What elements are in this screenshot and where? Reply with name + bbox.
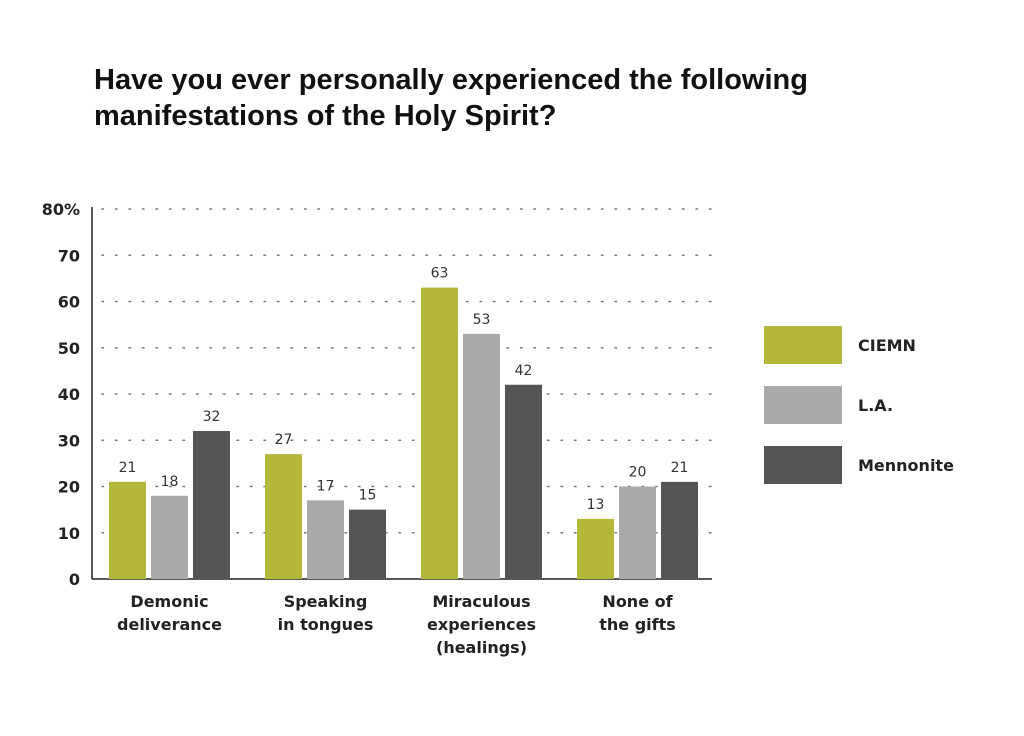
bar-value-label: 18 [161, 474, 179, 490]
bar [661, 481, 698, 579]
y-tick-label: 80% [42, 200, 80, 219]
legend-item-mennonite: Mennonite [764, 446, 964, 486]
bar-value-label: 21 [119, 460, 137, 476]
legend-item-ciemn: CIEMN [764, 326, 964, 366]
y-tick-label: 20 [58, 478, 80, 497]
y-tick-label: 50 [58, 339, 80, 358]
bar-value-label: 17 [317, 478, 335, 494]
bar [349, 509, 386, 579]
chart-title-line-1: Have you ever personally experienced the… [94, 64, 808, 96]
y-tick-label: 10 [58, 524, 80, 543]
chart-title-line-2: manifestations of the Holy Spirit? [94, 100, 557, 132]
bar-value-label: 32 [203, 409, 221, 425]
legend-label-ciemn: CIEMN [858, 336, 916, 355]
bar [193, 431, 230, 579]
x-category-label: (healings) [436, 638, 527, 657]
legend-label-la: L.A. [858, 396, 894, 415]
y-tick-label: 60 [58, 293, 80, 312]
x-category-label: None of [602, 592, 673, 611]
chart-title: Have you ever personally experienced the… [94, 62, 974, 134]
bar [151, 495, 188, 579]
bar [421, 287, 458, 579]
bar-value-label: 27 [275, 432, 293, 448]
bar [577, 518, 614, 579]
bar-value-label: 15 [359, 488, 377, 504]
bar-value-label: 13 [587, 497, 605, 513]
legend-swatch-ciemn [764, 326, 842, 364]
bar-value-label: 20 [629, 465, 647, 481]
x-category-label: experiences [427, 615, 536, 634]
y-tick-label: 40 [58, 385, 80, 404]
legend-item-la: L.A. [764, 386, 964, 426]
legend-swatch-mennonite [764, 446, 842, 484]
x-category-label: Demonic [130, 592, 208, 611]
x-category-label: Miraculous [432, 592, 530, 611]
bar [307, 500, 344, 579]
legend-label-mennonite: Mennonite [858, 456, 954, 475]
bar [265, 454, 302, 579]
bar [505, 384, 542, 579]
y-tick-label: 0 [69, 570, 80, 589]
x-category-label: the gifts [599, 615, 676, 634]
y-tick-label: 30 [58, 431, 80, 450]
bar-value-label: 63 [431, 266, 449, 282]
bar-value-label: 21 [671, 460, 689, 476]
bar [619, 486, 656, 579]
x-category-label: in tongues [278, 615, 374, 634]
bar [109, 481, 146, 579]
bar-value-label: 42 [515, 363, 533, 379]
bar [463, 333, 500, 579]
bar-value-label: 53 [473, 312, 491, 328]
legend-swatch-la [764, 386, 842, 424]
y-tick-label: 70 [58, 246, 80, 265]
x-category-label: Speaking [284, 592, 368, 611]
x-category-label: deliverance [117, 615, 222, 634]
